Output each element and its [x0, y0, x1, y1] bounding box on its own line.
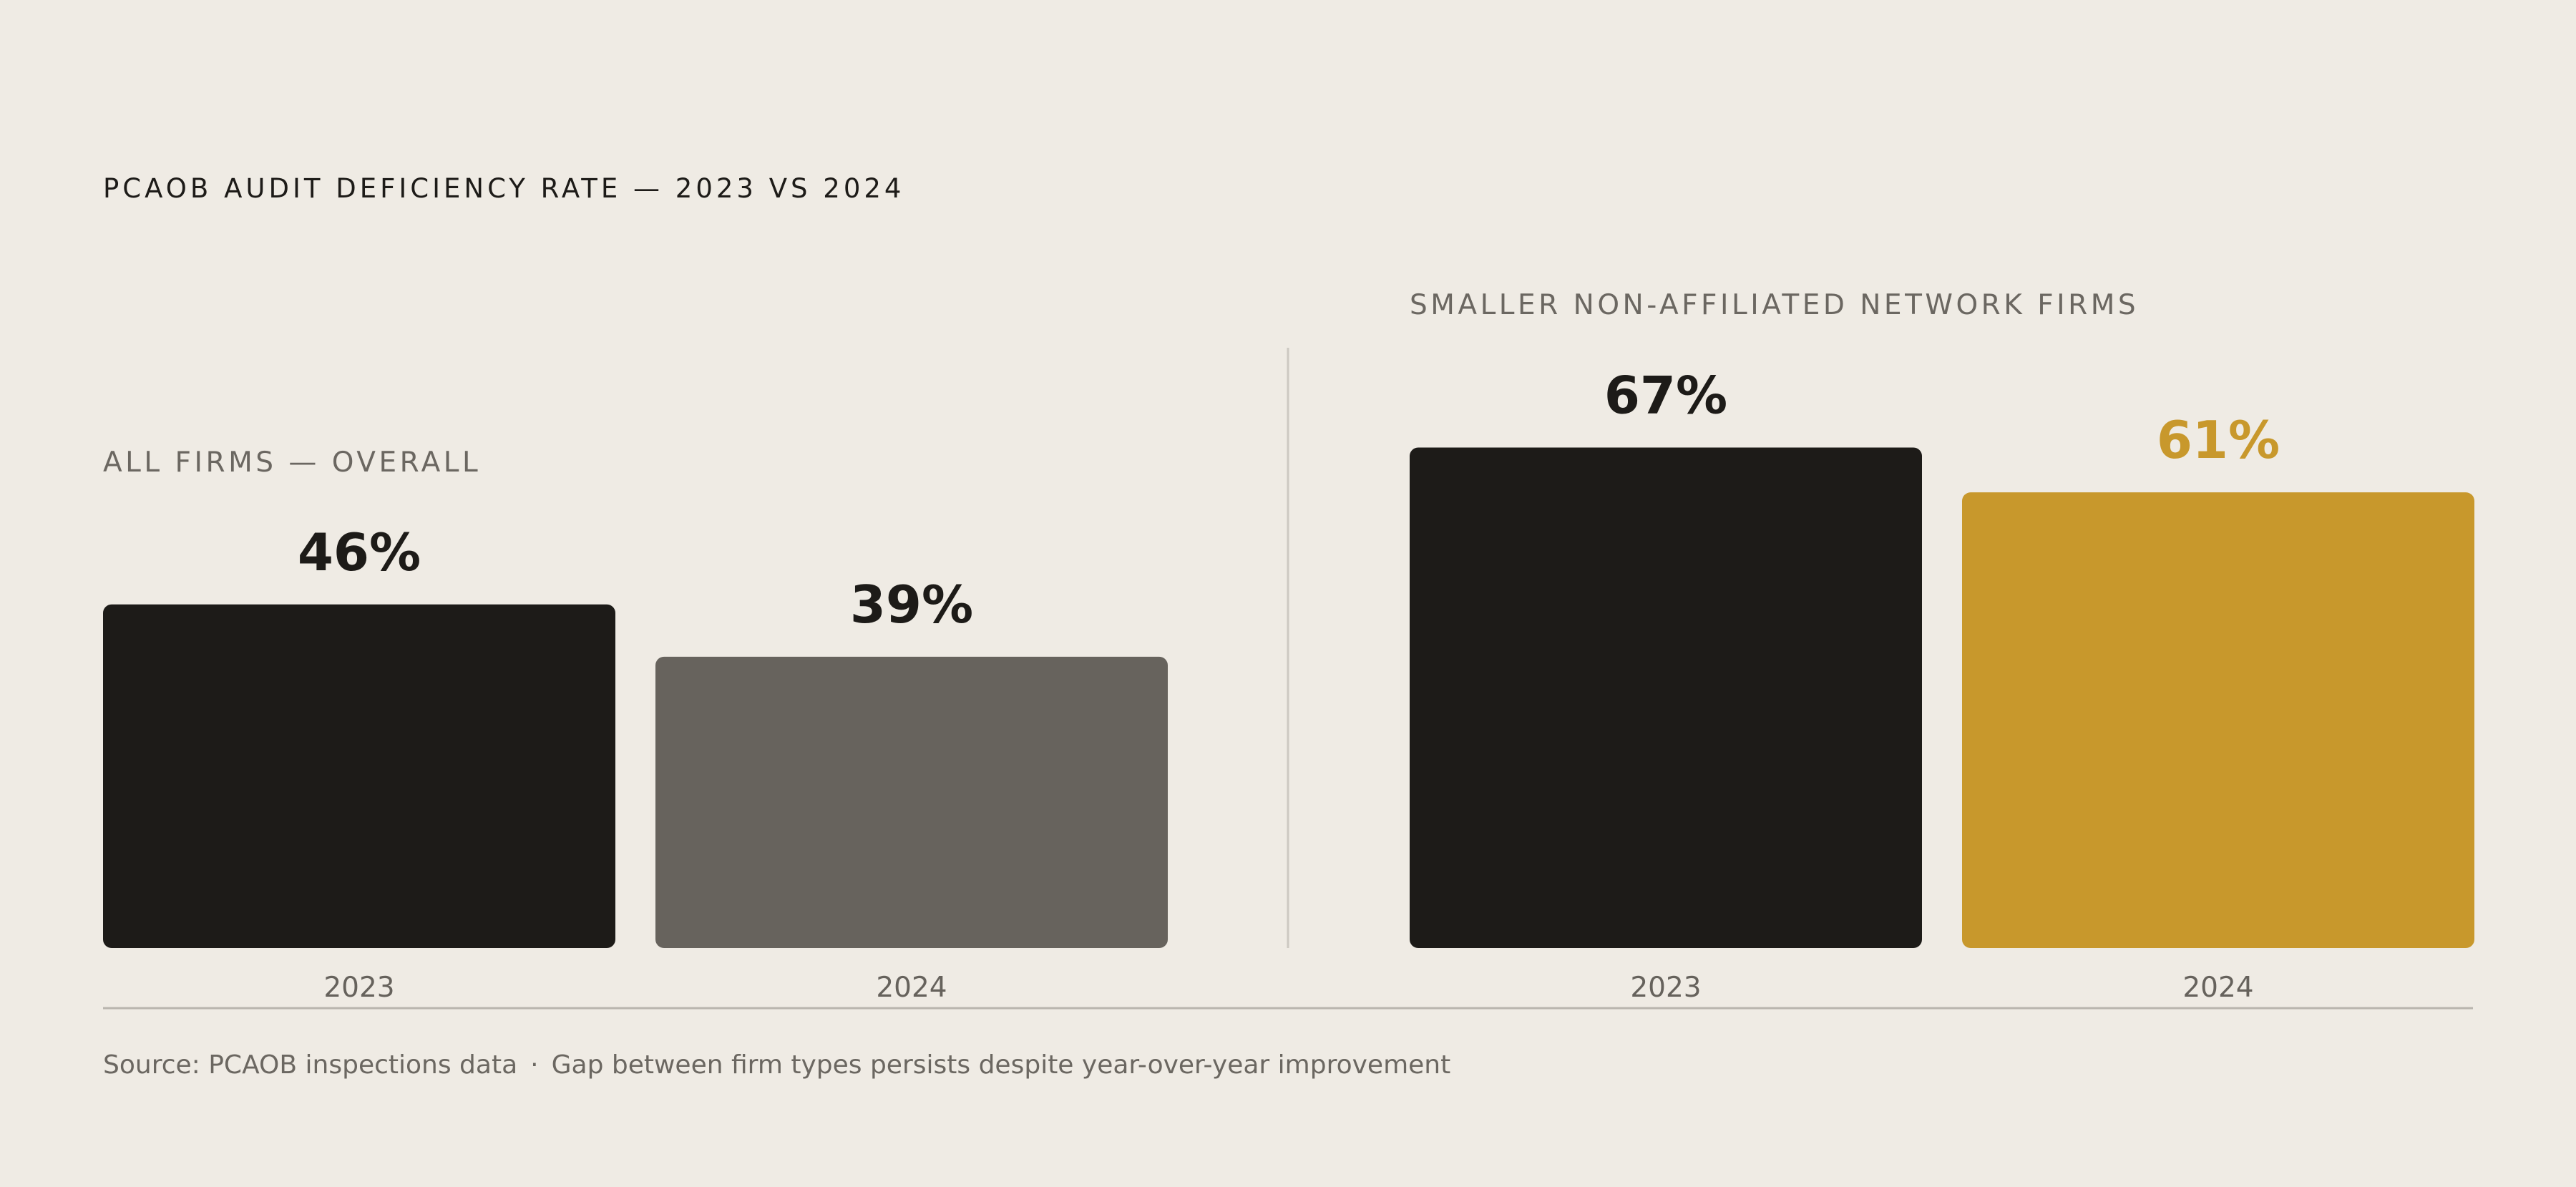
- bar-all-firms-2023: [103, 604, 615, 948]
- tick-label-all-firms-2024: 2024: [876, 972, 947, 1004]
- value-label-smaller-firms-2024: 61%: [2157, 410, 2280, 470]
- source-note: Source: PCAOB inspections data: [103, 1050, 517, 1080]
- value-label-all-firms-2023: 46%: [298, 522, 421, 582]
- bar-all-firms-2024: [655, 656, 1168, 948]
- footer-text: Source: PCAOB inspections data · Gap betwe…: [103, 1050, 1450, 1080]
- bar-smaller-firms-2024: [1962, 492, 2474, 948]
- tick-label-smaller-firms-2024: 2024: [2182, 972, 2253, 1004]
- footer-separator: ·: [530, 1050, 538, 1080]
- tick-label-all-firms-2023: 2023: [323, 972, 394, 1004]
- group-label-all-firms: ALL FIRMS — OVERALL: [103, 446, 481, 479]
- group-label-smaller-firms: SMALLER NON-AFFILIATED NETWORK FIRMS: [1410, 289, 2139, 321]
- chart-title: PCAOB AUDIT DEFICIENCY RATE — 2023 VS 20…: [103, 173, 904, 204]
- bar-smaller-firms-2023: [1410, 447, 1922, 948]
- footer-note: Gap between firm types persists despite …: [552, 1050, 1451, 1080]
- tick-label-smaller-firms-2023: 2023: [1630, 972, 1701, 1004]
- value-label-smaller-firms-2023: 67%: [1604, 366, 1727, 426]
- bars-layer: 46% 2023 39% 2024 67% 2023 61% 2024: [103, 366, 2474, 1004]
- value-label-all-firms-2024: 39%: [850, 575, 973, 635]
